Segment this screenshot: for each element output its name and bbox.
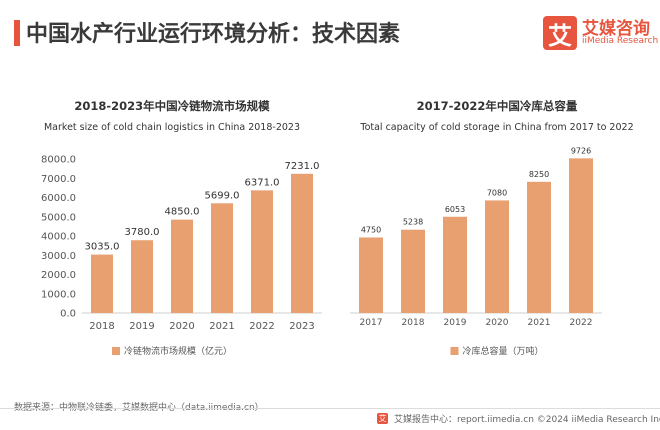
chart-1-x-tick-label: 2021 [209,321,234,332]
footer-credit: 艾 艾媒报告中心：report.iimedia.cn ©2024 iiMedia… [377,412,660,425]
chart-2-legend-label: 冷库总容量（万吨） [463,345,544,357]
chart-1-y-tick-label: 8000.0 [41,155,76,166]
chart-2-bar [401,229,425,313]
chart-2-bar [569,158,593,313]
chart-2-x-tick-label: 2020 [486,318,509,328]
chart-2-title: 2017-2022年中国冷库总容量 [417,99,578,113]
chart-1-subtitle: Market size of cold chain logistics in C… [44,122,300,133]
chart-1-bar [291,173,313,313]
title-accent-bar [14,20,20,46]
chart-2-value-label: 8250 [529,170,549,179]
chart-2-legend-swatch [450,347,459,355]
chart-1-y-tick-label: 1000.0 [41,289,76,300]
chart-1-legend-label: 冷链物流市场规模（亿元） [124,345,232,357]
chart-2-x-tick-label: 2019 [444,318,467,328]
chart-2-x-tick-label: 2022 [570,318,593,328]
footer-logo-icon: 艾 [377,413,388,424]
footer-divider [0,408,660,409]
chart-1-value-label: 3035.0 [85,242,120,253]
source-note: 数据来源：中物联冷链委，艾媒数据中心（data.iimedia.cn） [14,403,264,413]
chart-1-bar [211,203,233,313]
chart-1-x-tick-label: 2022 [249,321,274,332]
chart-1-y-tick-label: 0.0 [60,309,76,320]
chart-1-value-label: 6371.0 [245,177,280,188]
chart-2-bar [443,216,467,313]
chart-1-bar [251,190,273,313]
chart-1-y-tick-label: 4000.0 [41,232,76,243]
chart-2-x-tick-label: 2021 [528,318,551,328]
chart-2-value-label: 5238 [403,218,423,227]
chart-2-x-tick-label: 2018 [402,318,425,328]
chart-1-bar [131,240,153,313]
chart-2-subtitle: Total capacity of cold storage in China … [359,122,633,133]
chart-1-value-label: 7231.0 [285,161,320,172]
chart-2-value-label: 6053 [445,205,465,214]
chart-1-x-tick-label: 2018 [89,321,114,332]
chart-1-y-tick-label: 6000.0 [41,193,76,204]
chart-2-value-label: 4750 [361,225,381,234]
chart-1-value-label: 4850.0 [165,207,200,218]
chart-2-bar [527,181,551,313]
chart-1-y-tick-label: 3000.0 [41,251,76,262]
chart-1-title: 2018-2023年中国冷链物流市场规模 [74,99,270,113]
chart-1-y-tick-label: 7000.0 [41,174,76,185]
chart-1-y-tick-label: 2000.0 [41,270,76,281]
logo-name-cn: 艾媒咨询 [582,19,650,39]
chart-2-bar [359,237,383,313]
chart-1-x-tick-label: 2020 [169,321,194,332]
chart-2-bar [485,200,509,313]
page-title: 中国水产行业运行环境分析：技术因素 [26,22,401,47]
chart-2-value-label: 7080 [487,188,507,197]
chart-1-value-label: 3780.0 [125,227,160,238]
chart-1-bar [171,219,193,313]
chart-1-bar [91,254,113,313]
footer-text: 艾媒报告中心：report.iimedia.cn ©2024 iiMedia R… [394,415,660,425]
chart-1-x-tick-label: 2019 [129,321,154,332]
iimedia-logo-icon: 艾 [543,16,577,50]
chart-1-value-label: 5699.0 [205,190,240,201]
chart-2-value-label: 9726 [571,146,591,155]
chart-2-x-tick-label: 2017 [360,318,383,328]
logo-name-en: iiMedia Research [582,36,659,46]
chart-1-y-tick-label: 5000.0 [41,212,76,223]
chart-1-legend-swatch [112,347,120,355]
chart-1-x-tick-label: 2023 [289,321,314,332]
